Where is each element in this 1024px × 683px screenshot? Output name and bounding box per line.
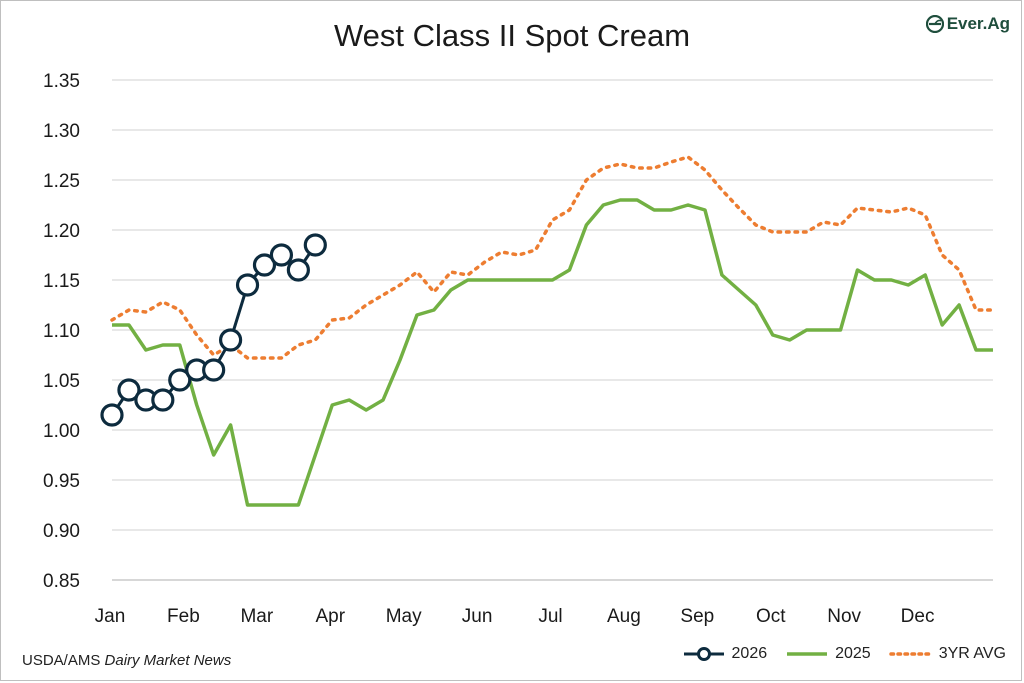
data-point-2026 xyxy=(202,358,226,382)
legend-item-2025: 2025 xyxy=(785,645,871,663)
data-point-2026 xyxy=(286,258,310,282)
data-point-2026 xyxy=(235,273,260,297)
x-tick-label: Mar xyxy=(240,606,273,627)
legend-label-2026: 2026 xyxy=(731,645,768,662)
data-point-2026 xyxy=(168,368,192,392)
data-point-2026 xyxy=(117,378,141,402)
x-tick-label: Jul xyxy=(538,606,562,627)
y-tick-label: 0.85 xyxy=(43,571,80,592)
data-point-2026 xyxy=(269,243,294,267)
y-axis-labels: 1.35 1.30 1.25 1.20 1.15 1.10 1.05 1.00 0.95 0.90… xyxy=(43,71,80,592)
data-point-2026 xyxy=(252,253,277,277)
x-tick-label: Jan xyxy=(95,606,126,627)
legend-label-2025: 2025 xyxy=(835,645,871,662)
y-tick-label: 0.95 xyxy=(43,471,80,492)
data-point-2026 xyxy=(218,328,243,352)
x-tick-label: Dec xyxy=(901,606,935,627)
data-point-2026 xyxy=(100,403,124,427)
x-axis-labels: Jan Feb Mar Apr May Jun Jul Aug Sep Oct Nov Dec xyxy=(95,606,935,627)
source-prefix: USDA/AMS xyxy=(22,652,105,669)
source-italic: Dairy Market News xyxy=(104,652,232,669)
series-line-2025 xyxy=(112,198,993,507)
legend-item-3yr-avg: 3YR AVG xyxy=(888,645,1006,663)
chart-title: West Class II Spot Cream xyxy=(333,18,691,53)
x-tick-label: Jun xyxy=(462,606,493,627)
y-tick-label: 1.20 xyxy=(43,221,80,242)
y-tick-label: 1.15 xyxy=(43,271,80,292)
y-tick-label: 1.25 xyxy=(43,171,80,192)
y-tick-label: 1.35 xyxy=(43,71,80,92)
legend-marker-2025 xyxy=(787,652,828,656)
x-tick-label: Oct xyxy=(756,606,786,627)
y-tick-label: 0.90 xyxy=(43,521,80,542)
data-point-2026 xyxy=(303,233,327,257)
series-lines xyxy=(100,155,995,507)
legend-label-3yr-avg: 3YR AVG xyxy=(938,645,1006,662)
legend-marker-2026 xyxy=(683,647,724,661)
legend-marker-3yr-avg xyxy=(888,652,933,656)
logo-text: Ever.Ag xyxy=(946,14,1010,33)
x-tick-label: May xyxy=(386,606,422,627)
y-tick-label: 1.00 xyxy=(43,421,80,442)
x-tick-label: Aug xyxy=(607,606,641,627)
series-line-3yr-avg xyxy=(110,155,995,360)
chart-legend: 2026 2025 3YR AVG xyxy=(682,645,1006,663)
x-tick-label: Apr xyxy=(315,606,345,627)
x-tick-label: Feb xyxy=(167,606,200,627)
data-point-2026 xyxy=(151,388,175,412)
y-tick-label: 1.10 xyxy=(43,321,80,342)
ever-ag-leaf-icon xyxy=(925,15,944,33)
legend-item-2026: 2026 xyxy=(682,645,768,663)
x-tick-label: Sep xyxy=(680,606,714,627)
ever-ag-logo: Ever.Ag xyxy=(925,14,1010,34)
source-note: USDA/AMS Dairy Market News xyxy=(22,652,231,669)
y-tick-label: 1.05 xyxy=(43,371,80,392)
gridlines xyxy=(112,79,993,581)
x-tick-label: Nov xyxy=(827,606,861,627)
y-tick-label: 1.30 xyxy=(43,121,80,142)
